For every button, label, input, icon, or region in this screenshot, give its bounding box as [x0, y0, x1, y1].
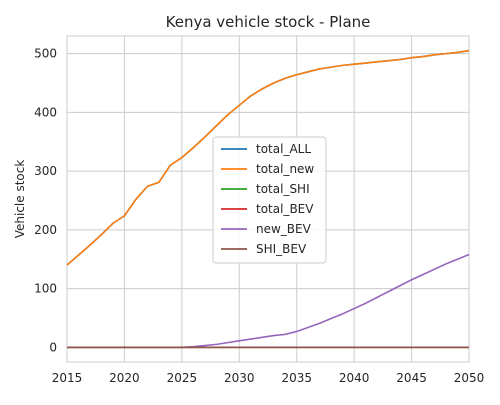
- legend-label: total_SHI: [256, 182, 310, 196]
- x-tick-label: 2045: [396, 371, 427, 385]
- x-tick-label: 2050: [454, 371, 485, 385]
- x-tick-label: 2030: [224, 371, 255, 385]
- x-tick-label: 2015: [52, 371, 83, 385]
- legend-label: new_BEV: [256, 222, 312, 236]
- y-axis-label: Vehicle stock: [13, 160, 27, 239]
- series-line-new-bev: [67, 253, 470, 349]
- legend-label: SHI_BEV: [256, 242, 307, 256]
- tick-labels: 2015 2020 2025 2030 2035 2040 2045 2050 0 100 200 3…: [34, 47, 484, 385]
- y-tick-label: 500: [34, 47, 57, 61]
- x-tick-label: 2020: [109, 371, 140, 385]
- legend-label: total_new: [256, 162, 314, 176]
- legend: total_ALL total_new total_SHI total_BEV new_…: [212, 136, 327, 264]
- x-tick-label: 2025: [167, 371, 198, 385]
- series-line-total-new: [66, 49, 470, 266]
- chart-title: Kenya vehicle stock - Plane: [166, 13, 371, 31]
- series-layer: [66, 49, 470, 349]
- legend-label: total_BEV: [256, 202, 314, 216]
- y-tick-label: 0: [49, 340, 57, 354]
- legend-label: total_ALL: [256, 142, 311, 156]
- y-tick-label: 200: [34, 223, 57, 237]
- y-tick-label: 400: [34, 105, 57, 119]
- x-tick-label: 2035: [281, 371, 312, 385]
- y-tick-label: 300: [34, 164, 57, 178]
- y-tick-label: 100: [34, 282, 57, 296]
- x-tick-label: 2040: [339, 371, 370, 385]
